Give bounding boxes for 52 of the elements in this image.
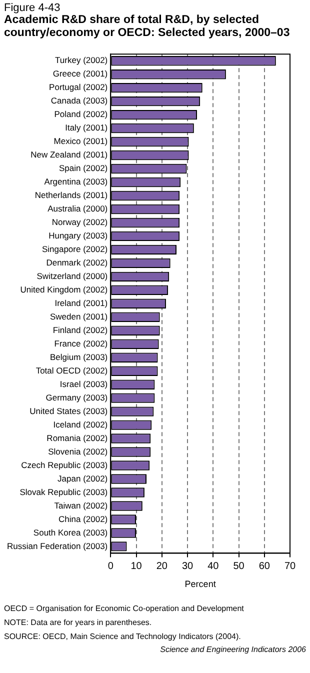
x-tick-label: 10 [130,561,142,572]
y-tick-label: Italy (2001) [65,123,108,134]
y-tick-label: Portugal (2002) [49,82,108,93]
y-tick-label: Denmark (2002) [46,258,108,268]
y-tick-label: Israel (2003) [60,379,108,390]
y-tick-label: Switzerland (2000) [36,271,108,282]
chart-subtitle: Figure 4-43 [4,2,62,14]
text: OECD = Organisation for Economic Co-operation and Development [4,603,245,616]
y-tick-label: Ireland (2001) [54,298,108,308]
x-tick-label: 20 [156,561,168,572]
y-tick-label: Slovak Republic (2003) [20,487,108,498]
y-tick-label: Mexico (2001) [54,136,108,147]
y-tick-label: Singapore (2002) [42,244,108,254]
x-tick-label: 70 [284,561,296,572]
y-tick-label: Iceland (2002) [53,420,108,430]
text: NOTE: Data are for years in parentheses. [4,617,153,630]
y-tick-label: Sweden (2001) [50,312,108,322]
y-tick-label: Taiwan (2002) [54,500,108,511]
y-tick-label: South Korea (2003) [33,528,108,538]
y-tick-label: Slovenia (2002) [48,446,108,457]
y-tick-label: Russian Federation (2003) [7,541,108,552]
y-tick-label: Belgium (2003) [50,352,108,362]
chart-title: Academic R&D share of total R&D, by selected country/economy or OECD: Selected years, 2000–03 [4,14,291,40]
y-tick-label: Norway (2002) [52,217,108,228]
y-tick-label: New Zealand (2001) [30,150,108,160]
y-tick-label: France (2002) [54,338,108,349]
y-tick-label: Turkey (2002) [55,56,108,66]
y-tick-label: Czech Republic (2003) [21,460,108,470]
y-tick-label: Netherlands (2001) [34,190,108,201]
x-tick-label: 40 [208,561,220,572]
y-tick-label: Australia (2000) [48,204,108,214]
y-tick-label: China (2002) [58,514,108,524]
x-tick-label: 30 [182,561,194,572]
y-tick-label: Poland (2002) [54,110,108,120]
y-tick-label: Japan (2002) [58,474,108,484]
y-tick-label: Greece (2001) [52,69,108,80]
x-tick-label: 0 [108,561,114,572]
y-tick-label: Hungary (2003) [48,230,108,241]
y-tick-label: Finland (2002) [52,325,108,336]
y-tick-label: Canada (2003) [50,96,108,106]
text: Science and Engineering Indicators 2006 [159,644,306,656]
y-tick-label: Spain (2002) [58,164,108,174]
y-tick-label: Argentina (2003) [44,177,108,188]
x-tick-label: 50 [233,561,245,572]
y-tick-label: Germany (2003) [46,392,108,403]
y-tick-label: Total OECD (2002) [36,366,108,376]
x-axis-title: Percent [184,580,216,590]
x-tick-label: 60 [258,561,270,572]
y-tick-label: United Kingdom (2002) [20,284,108,295]
source-note: SOURCE: OECD, Main Science and Technology Indicators (2004). [4,630,242,643]
y-tick-label: United States (2003) [30,406,108,416]
y-tick-label: Romania (2002) [46,433,108,444]
